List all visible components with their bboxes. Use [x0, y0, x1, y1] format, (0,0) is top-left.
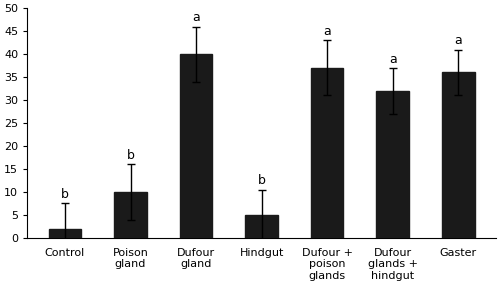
Text: a: a — [192, 11, 200, 24]
Text: a: a — [454, 34, 462, 47]
Bar — [245, 215, 278, 238]
Bar — [114, 192, 147, 238]
Text: b: b — [61, 188, 69, 201]
Bar — [310, 68, 344, 238]
Bar — [442, 72, 474, 238]
Text: b: b — [126, 149, 134, 162]
Text: a: a — [389, 53, 396, 66]
Text: b: b — [258, 174, 266, 187]
Bar — [48, 229, 82, 238]
Text: a: a — [323, 25, 331, 38]
Bar — [180, 54, 212, 238]
Bar — [376, 91, 409, 238]
